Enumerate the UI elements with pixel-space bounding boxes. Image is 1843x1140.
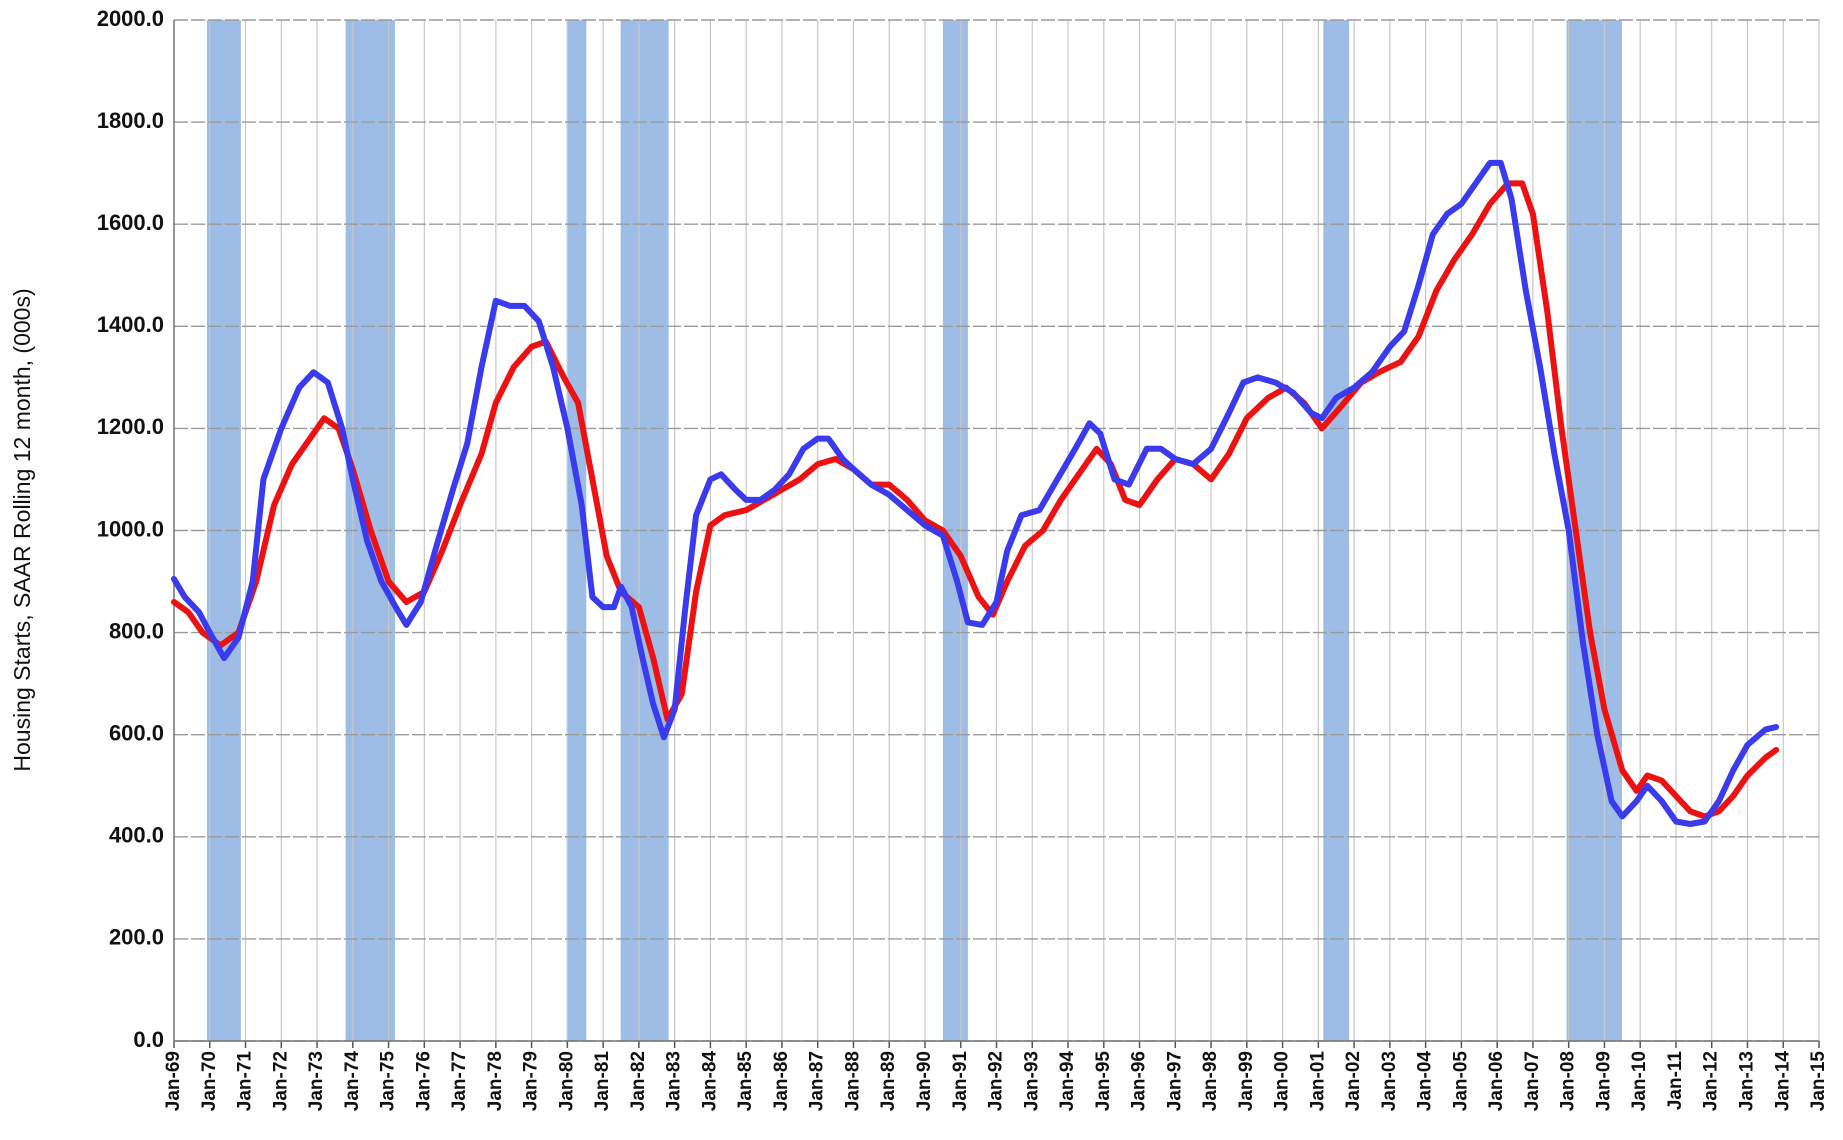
y-tick-label: 1400.0 (97, 312, 164, 337)
y-tick-label: 1000.0 (97, 516, 164, 541)
x-tick-label: Jan-84 (699, 1051, 720, 1112)
x-tick-label: Jan-89 (878, 1051, 899, 1111)
x-tick-label: Jan-02 (1343, 1051, 1364, 1111)
x-tick-label: Jan-07 (1522, 1051, 1543, 1111)
x-tick-label: Jan-69 (163, 1051, 184, 1111)
x-tick-label: Jan-74 (342, 1051, 363, 1112)
x-tick-label: Jan-71 (235, 1051, 256, 1112)
x-tick-label: Jan-13 (1736, 1051, 1757, 1111)
x-tick-label: Jan-08 (1558, 1051, 1579, 1111)
line-series (171, 180, 1780, 820)
y-tick-label: 0.0 (133, 1027, 164, 1052)
x-tick-label: Jan-05 (1450, 1051, 1471, 1112)
x-tick-label: Jan-77 (449, 1051, 470, 1111)
x-tick-label: Jan-75 (378, 1051, 399, 1112)
x-tick-label: Jan-78 (485, 1051, 506, 1111)
x-tick-label: Jan-93 (1021, 1051, 1042, 1111)
x-tick-label: Jan-09 (1593, 1051, 1614, 1111)
x-tick-label: Jan-95 (1093, 1051, 1114, 1112)
x-tick-label: Jan-91 (950, 1051, 971, 1112)
x-tick-label: Jan-70 (199, 1051, 220, 1111)
x-tick-label: Jan-98 (1200, 1051, 1221, 1111)
x-tick-label: Jan-79 (521, 1051, 542, 1111)
x-tick-label: Jan-83 (664, 1051, 685, 1111)
y-tick-label: 1600.0 (97, 210, 164, 235)
x-tick-label: Jan-82 (628, 1051, 649, 1111)
x-tick-label: Jan-12 (1701, 1051, 1722, 1111)
x-tick-label: Jan-81 (592, 1051, 613, 1112)
x-tick-label: Jan-94 (1057, 1051, 1078, 1112)
y-tick-label: 200.0 (109, 925, 164, 950)
x-tick-label: Jan-72 (270, 1051, 291, 1111)
y-axis-label: Housing Starts, SAAR Rolling 12 month, (… (9, 288, 35, 771)
x-tick-label: Jan-11 (1665, 1051, 1686, 1111)
x-tick-label: Jan-88 (842, 1051, 863, 1111)
x-tick-label: Jan-99 (1236, 1051, 1257, 1111)
x-tick-label: Jan-00 (1272, 1051, 1293, 1111)
y-tick-label: 600.0 (109, 721, 164, 746)
x-tick-label: Jan-92 (986, 1051, 1007, 1111)
x-tick-label: Jan-76 (413, 1051, 434, 1111)
x-tick-label: Jan-04 (1415, 1051, 1436, 1112)
x-tick-label: Jan-86 (771, 1051, 792, 1111)
x-tick-label: Jan-97 (1164, 1051, 1185, 1111)
x-tick-label: Jan-87 (807, 1051, 828, 1111)
x-tick-label: Jan-06 (1486, 1051, 1507, 1111)
x-tick-label: Jan-90 (914, 1051, 935, 1111)
x-tick-label: Jan-10 (1629, 1051, 1650, 1111)
x-tick-label: Jan-80 (556, 1051, 577, 1111)
x-tick-label: Jan-01 (1307, 1051, 1328, 1112)
y-tick-label: 400.0 (109, 823, 164, 848)
y-tick-label: 2000.0 (97, 6, 164, 31)
x-tick-label: Jan-14 (1772, 1051, 1793, 1112)
y-tick-label: 1200.0 (97, 414, 164, 439)
x-tick-label: Jan-85 (735, 1051, 756, 1112)
x-tick-label: Jan-15 (1808, 1051, 1829, 1112)
x-tick-label: Jan-03 (1379, 1051, 1400, 1111)
x-tick-label: Jan-73 (306, 1051, 327, 1111)
y-tick-label: 800.0 (109, 618, 164, 643)
x-tick-label: Jan-96 (1129, 1051, 1150, 1111)
line-series (171, 159, 1780, 827)
y-tick-label: 1800.0 (97, 108, 164, 133)
